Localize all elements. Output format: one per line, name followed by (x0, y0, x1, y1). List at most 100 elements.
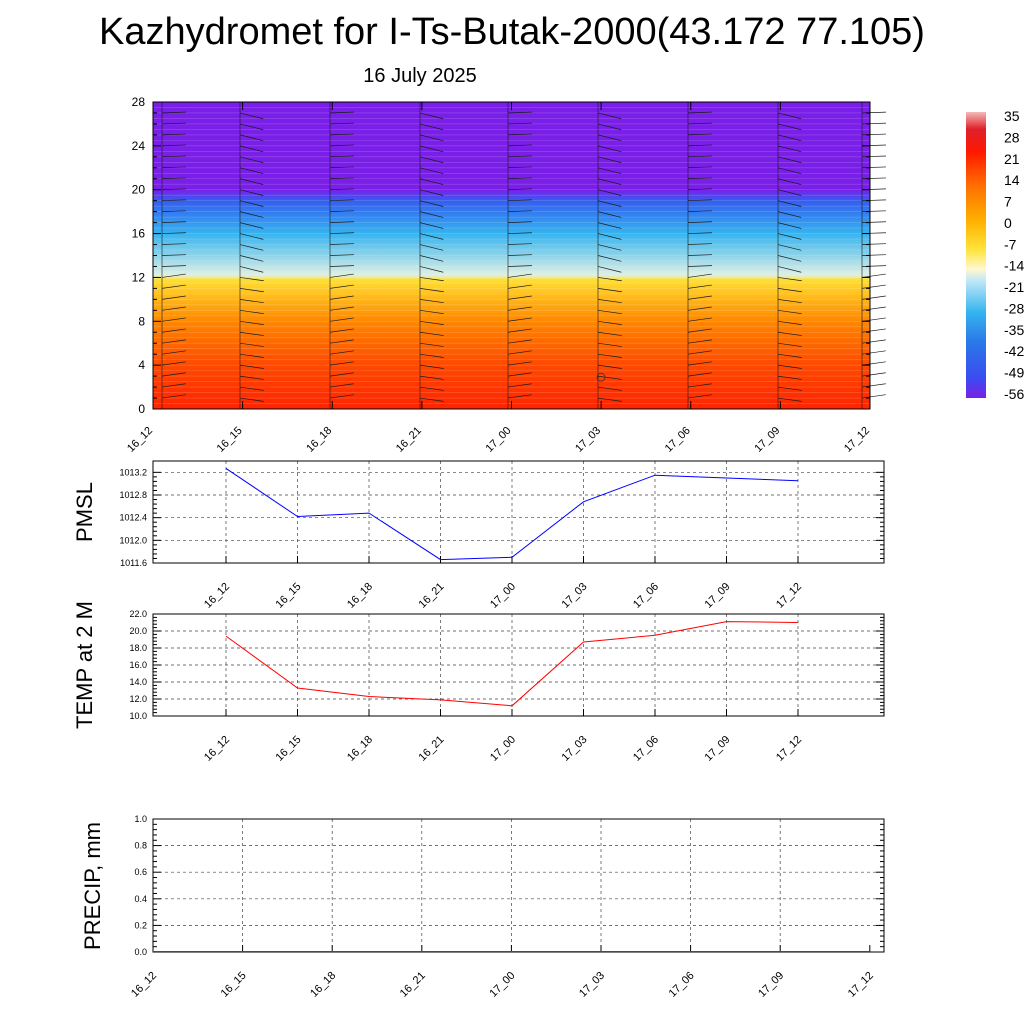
wind-barb (597, 134, 622, 142)
x-tick-label: 16_21 (417, 581, 447, 611)
chart-subtitle: 16 July 2025 (363, 65, 477, 87)
wind-barb (329, 243, 354, 245)
wind-barb (687, 284, 712, 289)
wind-barb (161, 111, 186, 114)
wind-barb (861, 221, 886, 223)
wind-barb (419, 353, 444, 358)
series-line (225, 467, 799, 561)
wind-barb (597, 211, 622, 218)
wind-barb (161, 306, 186, 311)
wind-barb (687, 273, 712, 278)
wind-barb (687, 232, 712, 234)
wind-barb (239, 178, 264, 185)
wind-barb (161, 317, 186, 322)
wind-barb (777, 211, 802, 218)
wind-barb (329, 111, 354, 114)
x-tick-label: 16_18 (345, 581, 375, 611)
wind-barb (777, 123, 802, 131)
x-tick-label: 16_18 (345, 734, 375, 764)
wind-barb (777, 167, 802, 174)
wind-barb (161, 232, 186, 234)
y-tick-label: 20.0 (129, 626, 147, 636)
y-tick-label: 10.0 (129, 711, 147, 721)
wind-barb (161, 254, 186, 256)
wind-barb (861, 243, 886, 245)
wind-barb (687, 188, 712, 191)
wind-barb (239, 112, 264, 120)
wind-barb (329, 265, 354, 267)
wind-barb (687, 133, 712, 136)
wind-barb (161, 243, 186, 245)
wind-barb (777, 200, 802, 207)
wind-barb (597, 277, 622, 282)
x-tick-label: 17_09 (703, 581, 733, 611)
wind-barb (329, 284, 354, 289)
wind-barb (161, 144, 186, 147)
wind-barb (777, 145, 802, 153)
wind-barb (597, 123, 622, 131)
y-axis-title: TEMP at 2 M (72, 601, 97, 729)
wind-barb (861, 383, 886, 388)
wind-barb (239, 309, 264, 315)
wind-barb (419, 156, 444, 163)
wind-barb (861, 111, 886, 114)
wind-barb (777, 386, 802, 391)
wind-barb (329, 188, 354, 191)
wind-barb (507, 166, 532, 169)
wind-barb (597, 167, 622, 174)
wind-barb (777, 222, 802, 229)
wind-barb (239, 200, 264, 207)
colorbar-label: -7 (1004, 236, 1017, 252)
x-tick-label: 16_15 (274, 734, 304, 764)
y-tick-label: 0.6 (134, 867, 147, 877)
colorbar-bar (966, 112, 986, 398)
wind-barb (777, 277, 802, 282)
colorbar-label: -42 (1004, 343, 1024, 359)
wind-barb (507, 361, 532, 366)
wind-barb (239, 386, 264, 391)
wind-barb (777, 189, 802, 196)
wind-barb (239, 299, 264, 304)
wind-barb (777, 233, 802, 240)
x-tick-label: 17_06 (631, 734, 661, 764)
wind-barb (687, 177, 712, 180)
wind-barb (329, 210, 354, 212)
wind-barb (239, 375, 264, 380)
wind-barb (687, 111, 712, 114)
wind-barb (507, 199, 532, 202)
wind-barb (687, 361, 712, 366)
wind-barb (507, 273, 532, 278)
wind-barb (687, 328, 712, 333)
wind-barb (161, 383, 186, 388)
wind-barb (687, 166, 712, 169)
y-tick-label: 24 (132, 139, 146, 153)
wind-barb (777, 375, 802, 380)
wind-barb (329, 133, 354, 136)
wind-barb (419, 266, 444, 273)
y-tick-label: 0.4 (134, 894, 147, 904)
y-tick-label: 22.0 (129, 609, 147, 619)
wind-barb (777, 134, 802, 142)
wind-barb (777, 353, 802, 358)
wind-barb (861, 317, 886, 322)
wind-barb (507, 317, 532, 322)
wind-barb (419, 299, 444, 304)
x-tick-label: 17_09 (756, 970, 786, 1000)
wind-barb (861, 350, 886, 355)
wind-barb (507, 188, 532, 191)
wind-barb (239, 233, 264, 240)
wind-barb (597, 266, 622, 273)
colorbar-label: -28 (1004, 300, 1024, 316)
wind-barb (239, 145, 264, 153)
chart-title: Kazhydromet for I-Ts-Butak-2000(43.172 7… (99, 11, 925, 53)
wind-barb (507, 111, 532, 114)
wind-barb (239, 288, 264, 293)
wind-barb (329, 372, 354, 377)
wind-barb (597, 244, 622, 251)
wind-barb (861, 254, 886, 256)
y-tick-label: 28 (132, 95, 146, 109)
wind-barb (239, 397, 264, 402)
colorbar-label: 35 (1004, 108, 1020, 124)
wind-barb (419, 342, 444, 347)
x-tick-label: 17_00 (488, 734, 518, 764)
